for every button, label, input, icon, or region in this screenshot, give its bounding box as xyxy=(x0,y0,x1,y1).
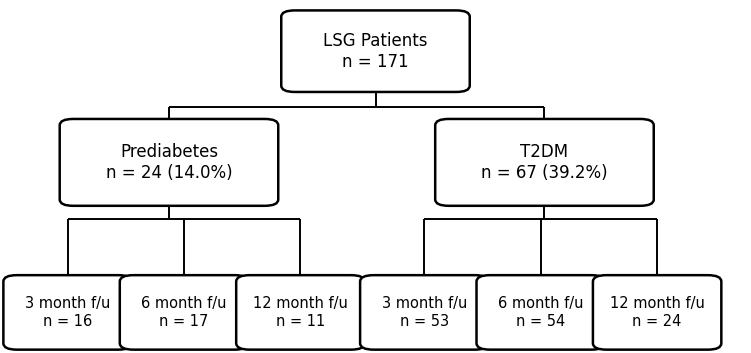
Text: 12 month f/u
n = 11: 12 month f/u n = 11 xyxy=(253,296,348,329)
Text: LSG Patients
n = 171: LSG Patients n = 171 xyxy=(323,32,428,71)
Text: 12 month f/u
n = 24: 12 month f/u n = 24 xyxy=(610,296,704,329)
Text: 6 month f/u
n = 17: 6 month f/u n = 17 xyxy=(141,296,227,329)
FancyBboxPatch shape xyxy=(435,119,653,206)
Text: 6 month f/u
n = 54: 6 month f/u n = 54 xyxy=(498,296,584,329)
FancyBboxPatch shape xyxy=(120,275,248,349)
FancyBboxPatch shape xyxy=(60,119,278,206)
Text: 3 month f/u
n = 16: 3 month f/u n = 16 xyxy=(25,296,110,329)
Text: T2DM
n = 67 (39.2%): T2DM n = 67 (39.2%) xyxy=(481,143,608,182)
Text: 3 month f/u
n = 53: 3 month f/u n = 53 xyxy=(382,296,467,329)
FancyBboxPatch shape xyxy=(593,275,722,349)
FancyBboxPatch shape xyxy=(282,11,470,92)
FancyBboxPatch shape xyxy=(3,275,132,349)
Text: Prediabetes
n = 24 (14.0%): Prediabetes n = 24 (14.0%) xyxy=(106,143,232,182)
FancyBboxPatch shape xyxy=(476,275,605,349)
FancyBboxPatch shape xyxy=(360,275,488,349)
FancyBboxPatch shape xyxy=(237,275,365,349)
